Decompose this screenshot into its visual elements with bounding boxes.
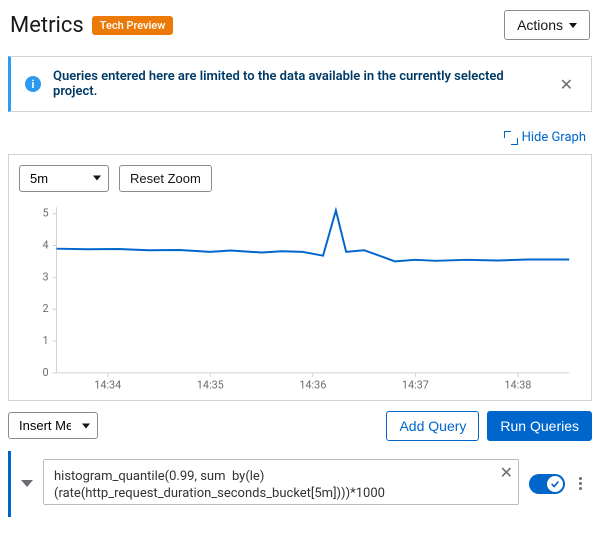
toggle-knob bbox=[547, 476, 563, 492]
action-buttons: Add Query Run Queries bbox=[386, 411, 592, 441]
hide-graph-label: Hide Graph bbox=[522, 130, 586, 145]
page-header: Metrics Tech Preview Actions bbox=[4, 10, 596, 48]
svg-text:3: 3 bbox=[42, 270, 48, 283]
query-row: ✕ bbox=[8, 451, 596, 517]
page-title: Metrics bbox=[10, 13, 84, 38]
metrics-chart: 0 1 2 3 4 5 14:34 14:35 14:36 14:37 14:38 bbox=[19, 196, 581, 396]
below-chart-row: Insert Metric at Cursor Add Query Run Qu… bbox=[4, 401, 596, 451]
query-input[interactable] bbox=[43, 459, 519, 505]
run-queries-button[interactable]: Run Queries bbox=[487, 411, 592, 441]
query-input-wrap: ✕ bbox=[43, 459, 519, 509]
actions-dropdown[interactable]: Actions bbox=[504, 10, 590, 40]
svg-text:4: 4 bbox=[42, 238, 48, 251]
insert-metric-wrap: Insert Metric at Cursor bbox=[8, 412, 98, 439]
time-range-select-wrap: 5m bbox=[19, 165, 109, 192]
svg-text:14:38: 14:38 bbox=[504, 378, 531, 391]
close-icon[interactable]: ✕ bbox=[556, 73, 577, 96]
svg-text:5: 5 bbox=[42, 206, 48, 219]
svg-text:0: 0 bbox=[42, 365, 48, 378]
info-alert: i Queries entered here are limited to th… bbox=[8, 56, 592, 112]
chevron-down-icon bbox=[569, 23, 577, 28]
reset-zoom-button[interactable]: Reset Zoom bbox=[119, 165, 212, 192]
chart-toolbar: 5m Reset Zoom bbox=[19, 165, 581, 192]
alert-text: Queries entered here are limited to the … bbox=[53, 69, 544, 99]
svg-text:14:37: 14:37 bbox=[402, 378, 429, 391]
check-icon bbox=[550, 479, 560, 489]
add-query-button[interactable]: Add Query bbox=[386, 411, 479, 441]
hide-graph-row: Hide Graph bbox=[4, 120, 596, 154]
actions-label: Actions bbox=[517, 17, 563, 33]
chart-panel: 5m Reset Zoom 0 1 2 3 4 5 14:34 14:35 14:36 14:37… bbox=[8, 154, 592, 401]
compress-icon bbox=[505, 132, 517, 144]
kebab-menu[interactable] bbox=[575, 473, 586, 494]
insert-metric-select[interactable]: Insert Metric at Cursor bbox=[8, 412, 98, 439]
svg-text:2: 2 bbox=[42, 302, 48, 315]
info-icon: i bbox=[25, 76, 41, 92]
hide-graph-toggle[interactable]: Hide Graph bbox=[505, 130, 586, 145]
svg-text:1: 1 bbox=[42, 334, 48, 347]
svg-text:14:36: 14:36 bbox=[299, 378, 326, 391]
close-icon[interactable]: ✕ bbox=[500, 463, 513, 482]
svg-text:14:35: 14:35 bbox=[197, 378, 224, 391]
query-enable-toggle[interactable] bbox=[529, 474, 565, 494]
chevron-down-icon[interactable] bbox=[21, 480, 33, 487]
time-range-select[interactable]: 5m bbox=[19, 165, 109, 192]
svg-text:14:34: 14:34 bbox=[94, 378, 121, 391]
tech-preview-badge: Tech Preview bbox=[92, 16, 174, 35]
header-left: Metrics Tech Preview bbox=[10, 13, 173, 38]
